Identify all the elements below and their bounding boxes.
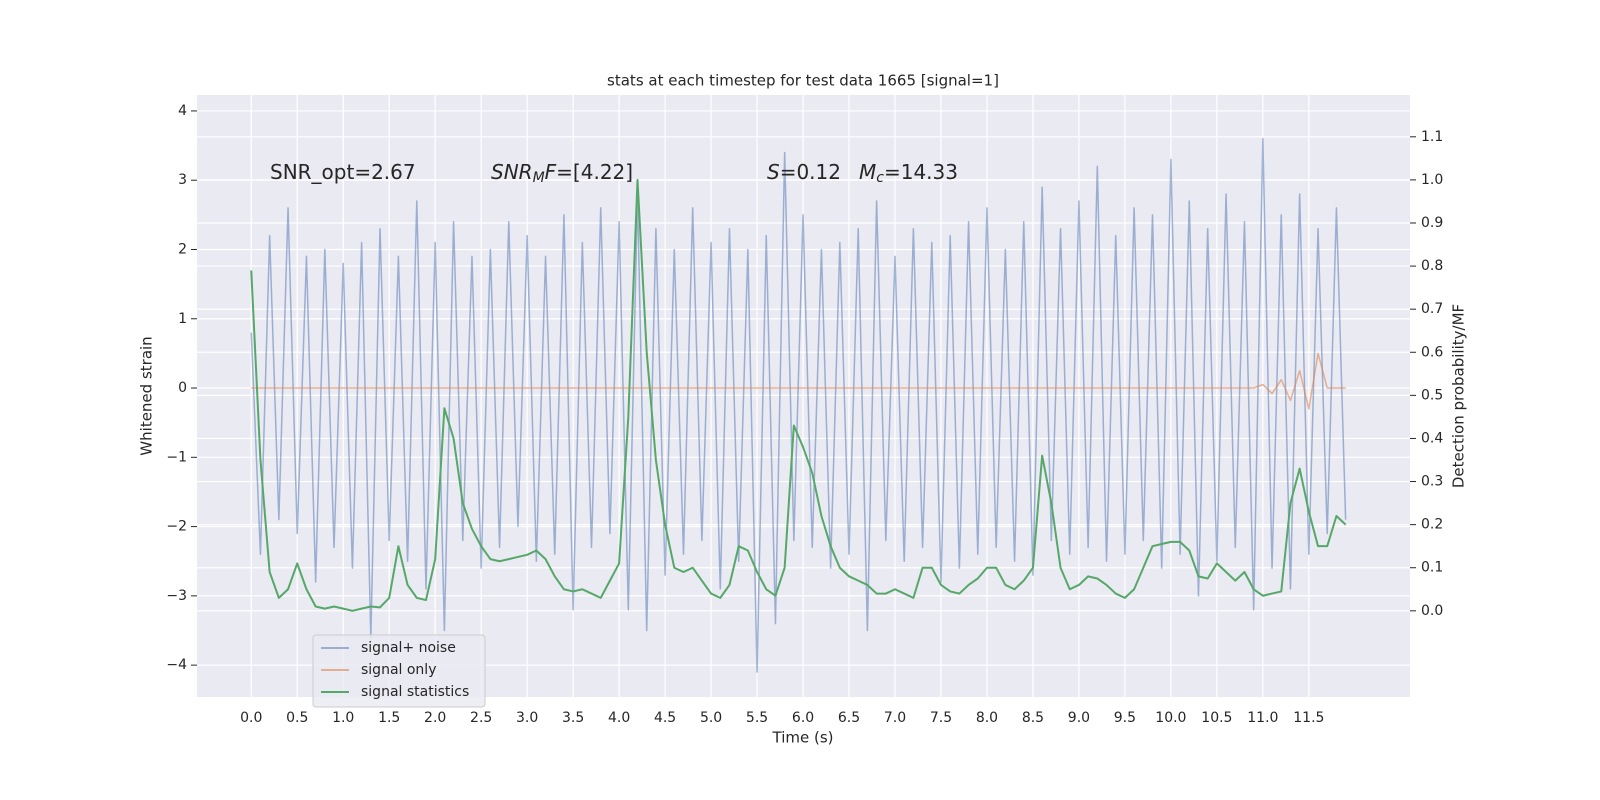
series-line — [250, 178, 1347, 612]
y2-tick-label: 1.0 — [1421, 172, 1443, 188]
x-tick-label: 4.5 — [654, 710, 676, 726]
annotation: SNRMF=[4.22] — [491, 160, 633, 187]
y2-tick-label: 0.9 — [1421, 215, 1443, 231]
x-axis-label: Time (s) — [772, 729, 834, 747]
y-tick-label: 1 — [178, 311, 187, 327]
y-axis-label: Whitened strain — [138, 336, 156, 455]
x-tick-label: 5.0 — [700, 710, 722, 726]
x-tick-label: 11.5 — [1293, 710, 1324, 726]
annotation-part: M — [859, 160, 876, 184]
y2-tick-label: 0.2 — [1421, 517, 1443, 533]
y-tick-label: 0 — [178, 380, 187, 396]
y-tick-label: 4 — [178, 103, 187, 119]
x-tick-label: 7.0 — [884, 710, 906, 726]
annotation-part: =[4.22] — [556, 160, 633, 184]
x-tick-label: 6.0 — [792, 710, 814, 726]
x-tick-label: 2.0 — [424, 710, 446, 726]
y2-tick-label: 0.7 — [1421, 301, 1443, 317]
y-tick-label: −2 — [166, 519, 187, 535]
legend-label: signal+ noise — [361, 640, 456, 656]
series-line — [250, 137, 1347, 673]
annotation-part: =0.12 — [780, 160, 841, 184]
x-tick-label: 11.0 — [1247, 710, 1278, 726]
y-tick-label: 2 — [178, 241, 187, 257]
y2-tick-label: 0.4 — [1421, 430, 1443, 446]
annotation: S=0.12 — [767, 160, 841, 184]
x-tick-label: 9.0 — [1068, 710, 1090, 726]
annotation: SNR_opt=2.67 — [270, 160, 416, 184]
x-tick-label: 3.0 — [516, 710, 538, 726]
x-tick-label: 1.0 — [332, 710, 354, 726]
x-tick-label: 0.0 — [240, 710, 262, 726]
x-tick-label: 0.5 — [286, 710, 308, 726]
x-tick-label: 2.5 — [470, 710, 492, 726]
y2-tick-label: 0.1 — [1421, 560, 1443, 576]
y2-tick-label: 0.5 — [1421, 387, 1443, 403]
annotation-part: =14.33 — [884, 160, 958, 184]
y-tick-label: 3 — [178, 172, 187, 188]
y2-axis-label: Detection probability/MF — [1450, 304, 1468, 488]
legend-box — [312, 634, 486, 708]
legend-label: signal only — [361, 662, 436, 678]
x-tick-label: 4.0 — [608, 710, 630, 726]
x-tick-label: 8.0 — [976, 710, 998, 726]
x-tick-label: 5.5 — [746, 710, 768, 726]
x-tick-label: 9.5 — [1114, 710, 1136, 726]
x-tick-label: 10.0 — [1155, 710, 1186, 726]
series-line — [251, 352, 1346, 410]
x-tick-label: 1.5 — [378, 710, 400, 726]
annotation-part: SNR_opt=2.67 — [270, 160, 416, 184]
annotation: Mc=14.33 — [859, 160, 958, 187]
y2-tick-label: 1.1 — [1421, 129, 1443, 145]
y-tick-label: −3 — [166, 588, 187, 604]
y2-tick-label: 0.6 — [1421, 344, 1443, 360]
annotation-part: S — [767, 160, 780, 184]
annotation-part: c — [876, 170, 884, 186]
y2-tick-label: 0.3 — [1421, 474, 1443, 490]
x-tick-label: 8.5 — [1022, 710, 1044, 726]
annotation-part: F — [545, 160, 557, 184]
x-tick-label: 10.5 — [1201, 710, 1232, 726]
x-tick-label: 7.5 — [930, 710, 952, 726]
annotation-part: M — [533, 170, 545, 186]
annotation-part: SNR — [491, 160, 533, 184]
legend-label: signal statistics — [361, 684, 469, 700]
y2-tick-label: 0.8 — [1421, 258, 1443, 274]
y-tick-label: −4 — [166, 657, 187, 673]
chart-title: stats at each timestep for test data 166… — [607, 72, 999, 90]
y-tick-label: −1 — [166, 449, 187, 465]
x-tick-label: 3.5 — [562, 710, 584, 726]
y2-tick-label: 0.0 — [1421, 603, 1443, 619]
x-tick-label: 6.5 — [838, 710, 860, 726]
